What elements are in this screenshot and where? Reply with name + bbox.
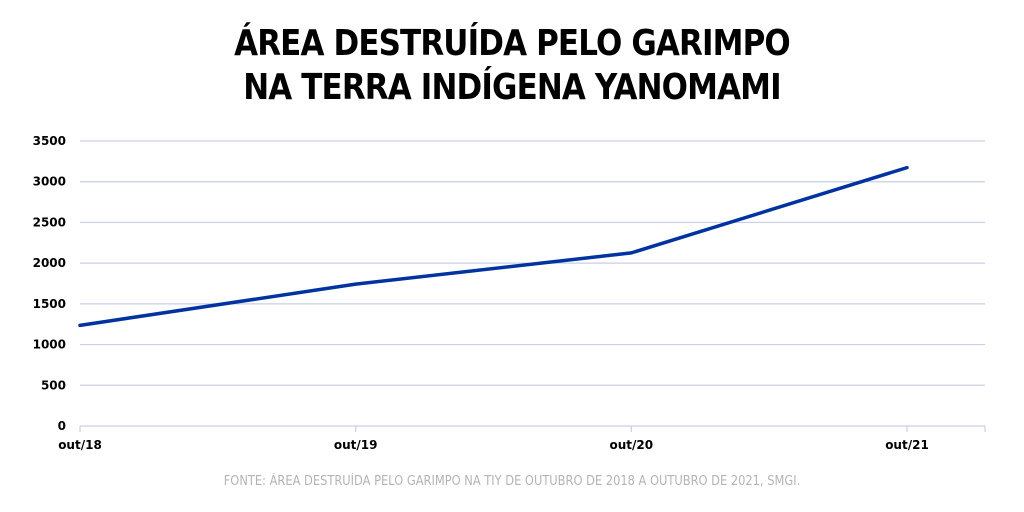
y-tick-label: 3500 (33, 134, 66, 148)
chart-title: ÁREA DESTRUÍDA PELO GARIMPO NA TERRA IND… (72, 22, 953, 110)
y-tick-label: 3000 (33, 175, 66, 189)
y-tick-label: 2000 (33, 256, 66, 270)
x-tick-label: out/19 (334, 438, 378, 452)
y-tick-label: 1500 (33, 297, 66, 311)
x-tick-label: out/21 (885, 438, 929, 452)
x-tick-label: out/18 (58, 438, 102, 452)
source-note: FONTE: ÁREA DESTRUÍDA PELO GARIMPO NA TI… (223, 474, 801, 489)
y-tick-label: 0 (58, 419, 66, 433)
chart-title-line-2: NA TERRA INDÍGENA YANOMAMI (243, 67, 781, 108)
series-line-0 (78, 165, 909, 328)
chart-title-line-1: ÁREA DESTRUÍDA PELO GARIMPO (234, 23, 791, 64)
y-tick-label: 2500 (33, 215, 66, 229)
y-tick-label: 500 (41, 378, 66, 392)
y-tick-label: 1000 (33, 338, 66, 352)
x-tick-label: out/20 (610, 438, 654, 452)
